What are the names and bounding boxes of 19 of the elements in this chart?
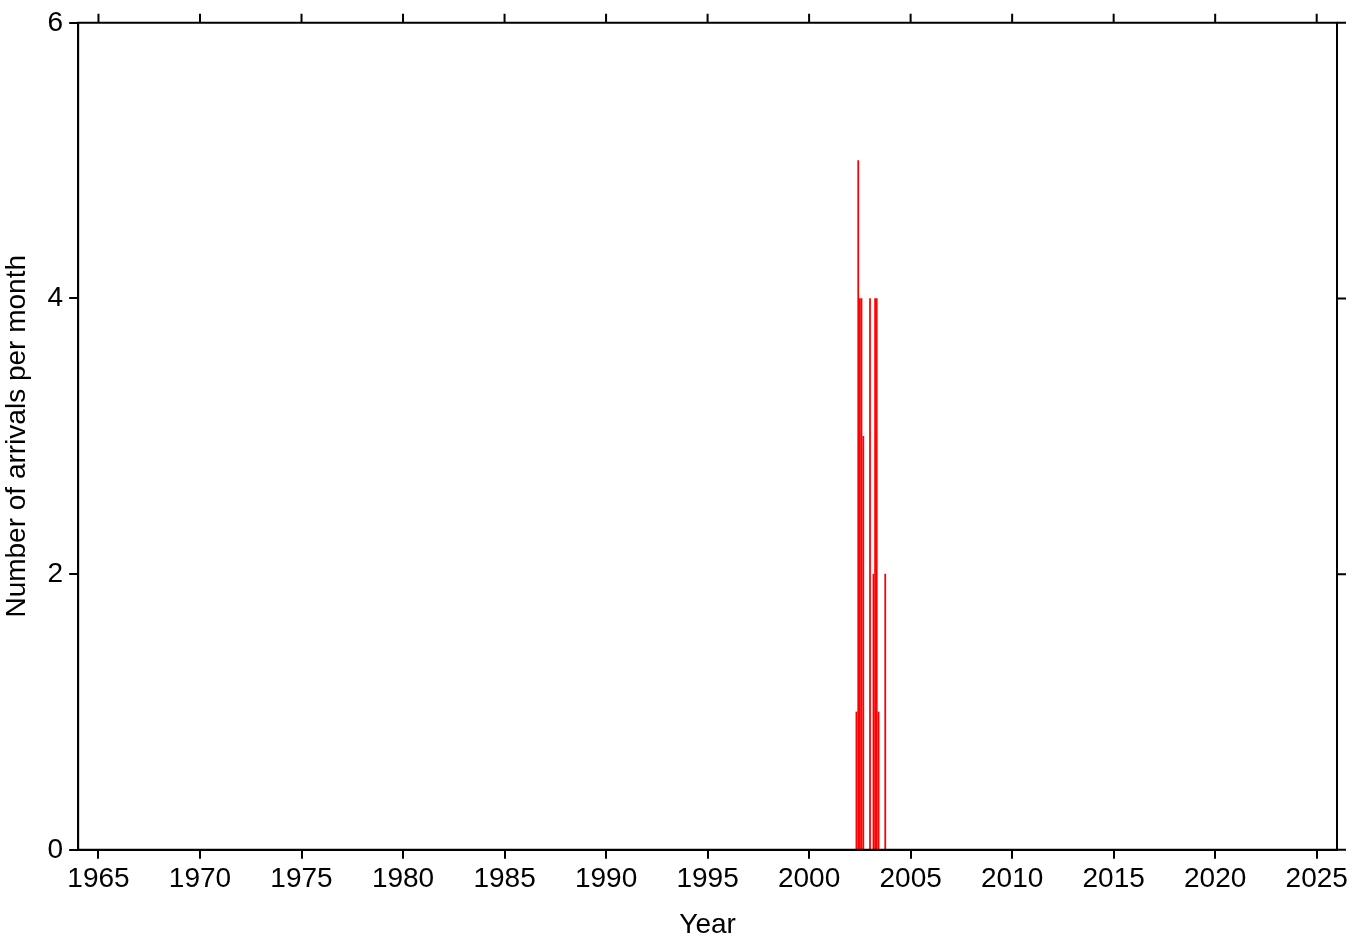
x-tick-label: 2010 [980,862,1044,894]
x-tick-label: 1995 [676,862,739,894]
x-tick-label: 1970 [168,862,232,894]
y-tick-label: 0 [47,832,64,864]
x-tick-label: 2020 [1184,862,1247,894]
x-tick-label: 2025 [1285,862,1348,894]
x-tick-label: 2005 [879,862,942,894]
x-tick-label: 2000 [777,862,841,894]
x-tick-label: 2015 [1082,862,1145,894]
x-tick-label: 1965 [67,862,130,894]
x-axis-title: Year [679,907,736,939]
y-tick-label: 2 [47,556,64,588]
x-tick-label: 1975 [270,862,333,894]
y-tick-label: 4 [47,281,64,313]
x-tick-label: 1990 [574,862,638,894]
y-axis-title: Number of arrivals per month [0,255,31,618]
x-tick-label: 1980 [371,862,435,894]
y-tick-label: 6 [47,5,64,37]
x-tick-label: 1985 [473,862,536,894]
